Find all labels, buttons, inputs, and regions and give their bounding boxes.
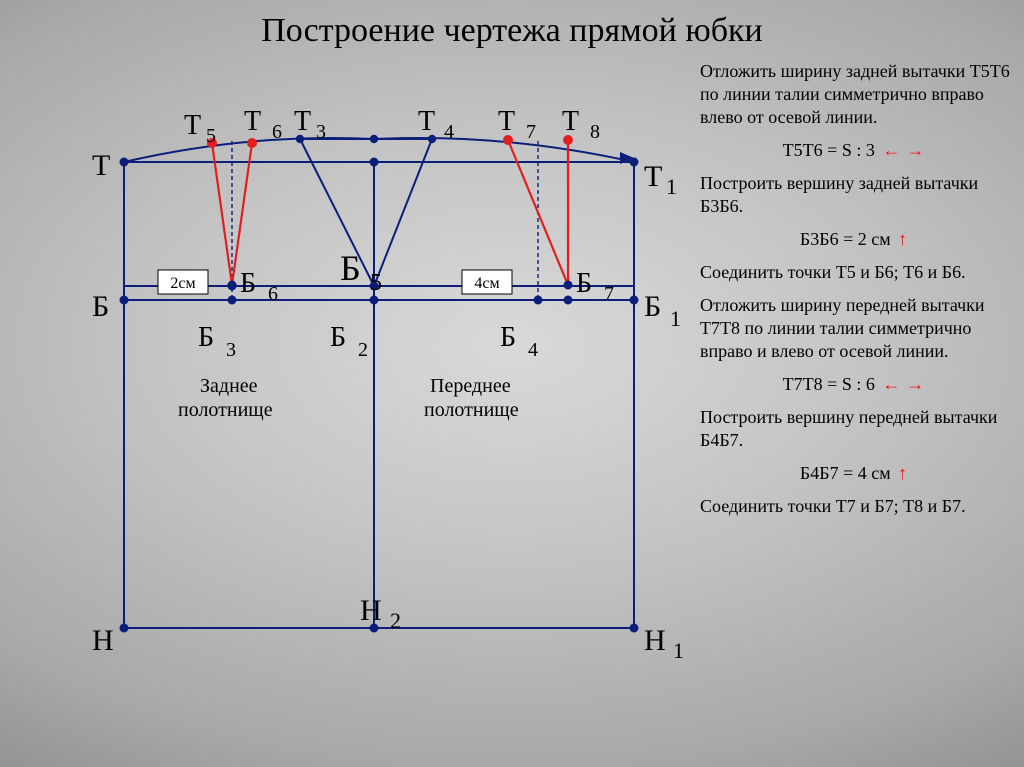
svg-text:Б: Б [500, 322, 516, 353]
svg-text:Б: Б [576, 268, 592, 299]
svg-text:Т: Т [294, 106, 311, 137]
svg-text:Б: Б [240, 268, 256, 299]
svg-text:4: 4 [528, 339, 538, 361]
svg-text:4: 4 [444, 121, 454, 143]
svg-text:Т: Т [244, 106, 261, 137]
svg-text:5: 5 [370, 270, 382, 296]
svg-text:Т: Т [562, 106, 579, 137]
svg-text:5: 5 [206, 125, 216, 147]
svg-text:1: 1 [666, 174, 677, 199]
instructions-panel: Отложить ширину задней вытачки Т5Т6 по л… [700, 60, 1010, 529]
svg-text:Б: Б [330, 322, 346, 353]
svg-text:Н: Н [360, 594, 382, 627]
svg-text:Н: Н [644, 624, 666, 657]
svg-text:Н: Н [92, 624, 114, 657]
svg-text:6: 6 [272, 121, 282, 143]
instr-3: Соединить точки Т5 и Б6; Т6 и Б6. [700, 261, 1010, 284]
svg-text:Б: Б [92, 290, 109, 323]
svg-text:Переднее: Переднее [430, 375, 511, 397]
svg-text:Т: Т [498, 106, 515, 137]
instr-5: Построить вершину передней вытачки Б4Б7. [700, 406, 1010, 452]
svg-text:2: 2 [358, 339, 368, 361]
svg-text:Т: Т [184, 110, 201, 141]
svg-text:8: 8 [590, 121, 600, 143]
svg-text:4см: 4см [474, 275, 499, 292]
formula-1: Т5Т6 = S : 3 [700, 139, 1010, 162]
instr-1: Отложить ширину задней вытачки Т5Т6 по л… [700, 60, 1010, 129]
svg-text:7: 7 [604, 283, 614, 305]
svg-text:2: 2 [390, 608, 401, 633]
instr-6: Соединить точки Т7 и Б7; Т8 и Б7. [700, 495, 1010, 518]
svg-text:Т: Т [418, 106, 435, 137]
instr-2: Построить вершину задней вытачки Б3Б6. [700, 172, 1010, 218]
svg-text:1: 1 [670, 306, 681, 331]
svg-text:6: 6 [268, 283, 278, 305]
svg-text:1: 1 [673, 638, 684, 663]
svg-text:Заднее: Заднее [200, 375, 258, 397]
svg-text:7: 7 [526, 121, 536, 143]
formula-4: Б4Б7 = 4 см [700, 462, 1010, 485]
svg-text:Т: Т [644, 160, 662, 193]
svg-text:Б: Б [198, 322, 214, 353]
instr-4: Отложить ширину передней вытачки Т7Т8 по… [700, 294, 1010, 363]
svg-text:полотнище: полотнище [424, 399, 519, 421]
formula-2: Б3Б6 = 2 см [700, 228, 1010, 251]
svg-text:Б: Б [340, 248, 361, 288]
svg-text:Т: Т [92, 149, 110, 182]
svg-text:3: 3 [316, 121, 326, 143]
svg-text:полотнище: полотнище [178, 399, 273, 421]
formula-3: Т7Т8 = S : 6 [700, 373, 1010, 396]
svg-text:2см: 2см [170, 275, 195, 292]
svg-text:Б: Б [644, 290, 661, 323]
svg-text:3: 3 [226, 339, 236, 361]
